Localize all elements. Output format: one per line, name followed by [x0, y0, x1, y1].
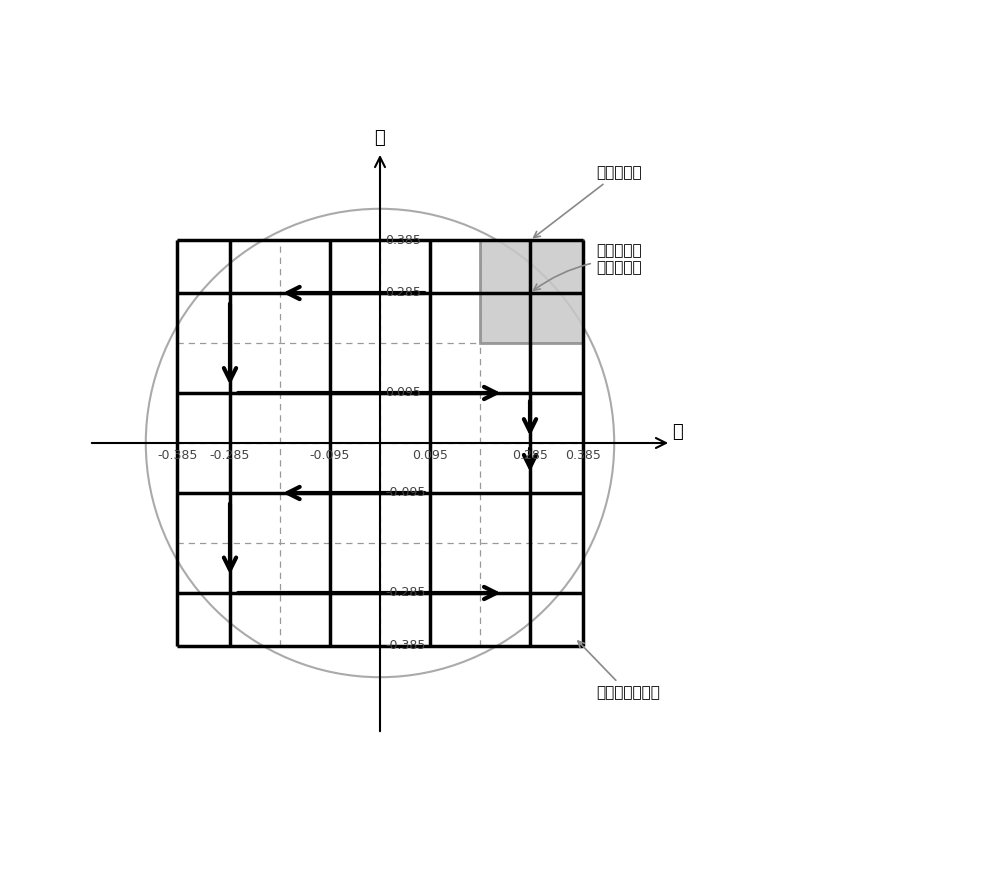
Text: -0.095: -0.095: [385, 486, 426, 500]
Text: 0.285: 0.285: [385, 286, 421, 299]
Text: 0.095: 0.095: [412, 449, 448, 462]
Text: 系统有效全视场: 系统有效全视场: [578, 641, 660, 700]
Text: -0.385: -0.385: [385, 639, 426, 652]
Text: 度: 度: [672, 424, 683, 441]
Bar: [480, 240, 583, 343]
Text: 0.285: 0.285: [512, 449, 548, 462]
Text: 边缘子视场
的视场中心: 边缘子视场 的视场中心: [534, 243, 641, 291]
Text: 0.095: 0.095: [385, 386, 421, 400]
Text: -0.285: -0.285: [210, 449, 250, 462]
Text: 0.385: 0.385: [385, 234, 421, 247]
Text: 边缘子视场: 边缘子视场: [534, 165, 641, 237]
Text: -0.385: -0.385: [157, 449, 198, 462]
Bar: [177, 240, 583, 646]
Text: 度: 度: [375, 129, 385, 147]
Text: 0.385: 0.385: [565, 449, 601, 462]
Text: -0.285: -0.285: [385, 587, 426, 600]
Text: -0.095: -0.095: [310, 449, 350, 462]
